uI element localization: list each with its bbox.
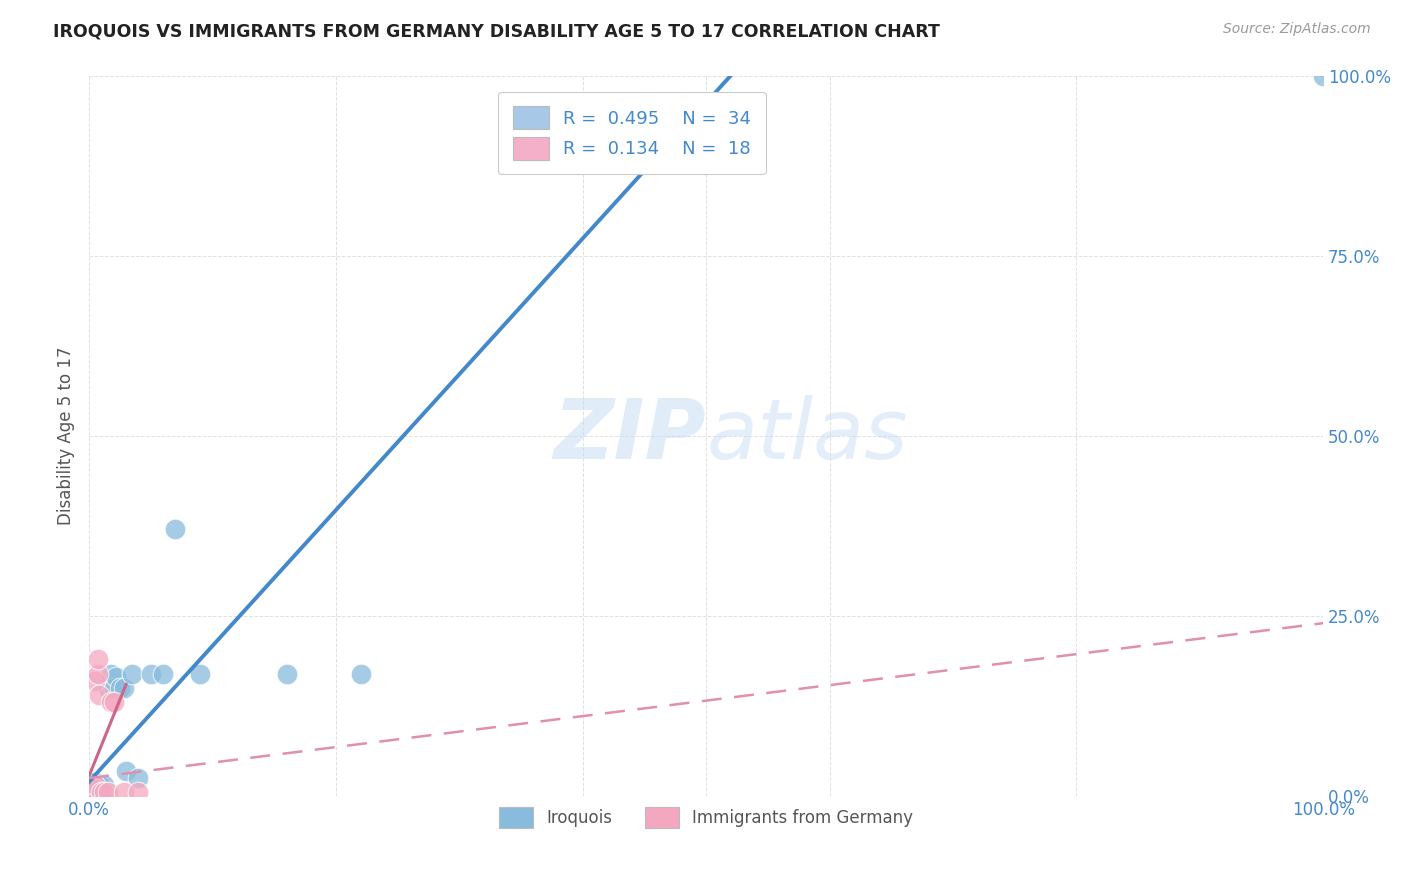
Point: [87, 778, 110, 792]
Point: [87, 785, 110, 799]
Point: [115, 764, 138, 778]
Point: [90, 785, 112, 799]
Point: [97, 681, 120, 695]
Point: [84, 774, 107, 789]
Point: [165, 523, 187, 537]
Point: [112, 785, 135, 799]
Point: [84, 785, 107, 799]
Point: [84, 785, 107, 799]
Point: [103, 681, 125, 695]
Point: [276, 666, 298, 681]
Text: atlas: atlas: [706, 395, 908, 476]
Point: [87, 781, 110, 796]
Point: [87, 781, 110, 796]
Text: IROQUOIS VS IMMIGRANTS FROM GERMANY DISABILITY AGE 5 TO 17 CORRELATION CHART: IROQUOIS VS IMMIGRANTS FROM GERMANY DISA…: [53, 22, 941, 40]
Point: [97, 785, 120, 799]
Point: [108, 681, 131, 695]
Point: [139, 666, 162, 681]
Point: [84, 781, 107, 796]
Point: [84, 778, 107, 792]
Point: [86, 785, 108, 799]
Text: Source: ZipAtlas.com: Source: ZipAtlas.com: [1223, 22, 1371, 37]
Point: [84, 781, 107, 796]
Point: [93, 785, 115, 799]
Point: [188, 666, 211, 681]
Point: [127, 785, 149, 799]
Point: [112, 681, 135, 695]
Point: [84, 781, 107, 796]
Legend: Iroquois, Immigrants from Germany: Iroquois, Immigrants from Germany: [492, 800, 920, 835]
Point: [100, 695, 122, 709]
Point: [84, 673, 107, 688]
Point: [127, 771, 149, 785]
Point: [84, 785, 107, 799]
Point: [100, 666, 122, 681]
Point: [349, 666, 371, 681]
Point: [87, 688, 110, 702]
Point: [103, 695, 125, 709]
Point: [86, 781, 108, 796]
Text: ZIP: ZIP: [554, 395, 706, 476]
Point: [84, 785, 107, 799]
Point: [152, 666, 174, 681]
Point: [121, 666, 143, 681]
Point: [1312, 69, 1334, 83]
Point: [90, 785, 112, 799]
Point: [84, 785, 107, 799]
Point: [90, 785, 112, 799]
Point: [105, 670, 128, 684]
Point: [84, 785, 107, 799]
Point: [84, 778, 107, 792]
Point: [84, 785, 107, 799]
Y-axis label: Disability Age 5 to 17: Disability Age 5 to 17: [58, 347, 75, 525]
Point: [84, 785, 107, 799]
Point: [86, 652, 108, 666]
Point: [93, 778, 115, 792]
Point: [84, 781, 107, 796]
Point: [86, 666, 108, 681]
Point: [84, 785, 107, 799]
